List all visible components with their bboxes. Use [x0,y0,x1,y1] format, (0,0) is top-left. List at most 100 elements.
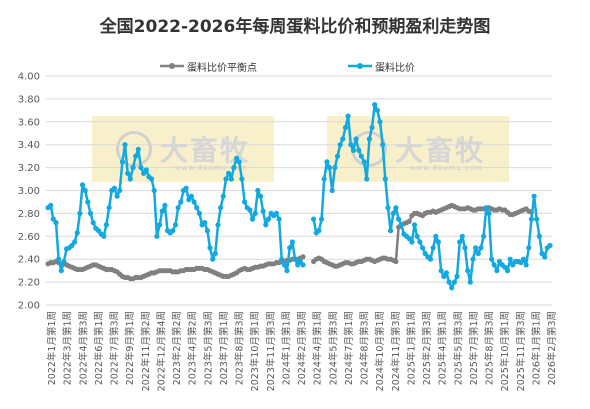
data-point-ratio [210,256,216,262]
data-point-ratio [417,239,423,245]
y-tick-label: 3.60 [18,117,40,128]
data-point-ratio [58,268,64,274]
data-point-ratio [473,245,479,251]
data-point-ratio [324,159,330,165]
data-point-ratio [393,205,399,211]
data-point-ratio [279,256,285,262]
data-point-ratio [151,187,157,194]
data-point-ratio [390,210,396,216]
x-tick-label: 2023年4月第2周 [187,311,199,385]
data-point-ratio [337,142,343,148]
data-point-ratio [162,202,168,208]
data-point-ratio [547,242,553,249]
data-point-ratio [289,239,295,245]
data-point-ratio [374,107,380,113]
data-point-ratio [414,233,420,239]
data-point-ratio [138,165,144,171]
data-point-ratio [85,199,91,205]
data-point-ratio [361,159,367,165]
watermark-text-1: 大畜牧 [159,134,250,167]
data-point-ratio [228,176,234,182]
data-point-ratio [329,187,335,194]
data-point-ratio [334,153,341,159]
data-point-ratio [159,208,165,214]
data-point-ratio [247,207,253,213]
data-point-ratio [321,176,327,182]
data-point-ratio [183,185,189,191]
data-point-ratio [114,193,120,199]
data-point-ratio [133,153,139,159]
data-point-ratio [90,220,96,226]
data-point-ratio [257,193,264,199]
y-tick-label: 4.00 [18,72,40,83]
data-point-ratio [231,165,237,171]
y-tick-label: 2.60 [18,232,40,243]
x-tick-label: 2023年2月第2周 [171,311,183,385]
data-point-ratio [170,228,176,234]
y-tick-label: 2.00 [18,301,40,312]
data-point-ratio [61,258,67,265]
data-point-ratio [87,210,94,216]
data-point-ratio [531,193,537,199]
data-point-ratio [332,165,338,171]
data-point-ratio [388,228,394,234]
x-tick-label: 2025年8月第3周 [484,311,496,385]
y-tick-label: 3.40 [18,140,40,151]
x-tick-label: 2025年4月第1周 [437,311,449,385]
data-point-ratio [207,245,213,251]
data-point-ratio [223,176,229,182]
data-point-balance [393,258,399,265]
data-point-ratio [263,222,269,228]
data-point-ratio [348,142,354,148]
data-point-ratio [103,222,109,228]
data-point-ratio [252,210,258,216]
data-point-ratio [316,228,322,234]
data-point-ratio [255,187,261,194]
data-point-ratio [143,167,149,173]
data-point-ratio [454,273,460,279]
data-point-ratio [502,264,508,270]
data-point-ratio [467,279,473,285]
data-point-ratio [265,216,272,222]
data-point-ratio [226,170,232,176]
data-point-ratio [172,222,179,228]
data-point-ratio [284,268,290,274]
x-tick-label: 2025年1月第1周 [405,311,417,385]
data-point-ratio [340,136,346,142]
x-tick-label: 2022年11月第2周 [140,311,152,391]
legend-item-balance[interactable]: 蛋料比价平衡点 [160,58,257,74]
y-tick-label: 2.20 [18,278,40,289]
data-point-ratio [204,228,210,234]
legend-label-ratio: 蛋料比价 [375,62,415,74]
data-point-ratio [433,233,439,239]
y-tick-label: 3.00 [18,186,40,197]
data-point-ratio [82,187,88,194]
data-point-ratio [77,210,83,216]
data-point-ratio [50,216,56,222]
x-tick-label: 2023年10月第1周 [249,311,261,391]
data-point-ratio [427,256,434,262]
x-tick-label: 2024年8月第3周 [359,311,371,385]
data-point-ratio [74,230,80,236]
data-point-ratio [326,165,333,171]
data-point-ratio [239,176,245,182]
data-point-ratio [459,233,465,239]
x-tick-label: 2022年12月第4周 [155,311,167,391]
data-point-ratio [157,222,163,228]
x-tick-label: 2025年7月第1周 [468,311,480,385]
data-point-ratio [79,182,86,188]
data-point-ratio [542,254,548,260]
x-tick-label: 2025年11月第3周 [515,311,527,391]
data-point-ratio [356,147,362,153]
data-point-ratio [119,159,125,165]
data-point-ratio [451,279,457,285]
data-point-ratio [470,256,476,262]
x-tick-label: 2022年1月第1周 [46,311,58,385]
data-point-ratio [372,102,378,108]
data-point-ratio [273,210,279,216]
y-tick-label: 3.80 [18,94,40,105]
y-tick-label: 2.80 [18,209,40,220]
legend-item-ratio[interactable]: 蛋料比价 [348,58,415,74]
data-point-ratio [111,185,117,191]
data-point-ratio [465,268,471,274]
